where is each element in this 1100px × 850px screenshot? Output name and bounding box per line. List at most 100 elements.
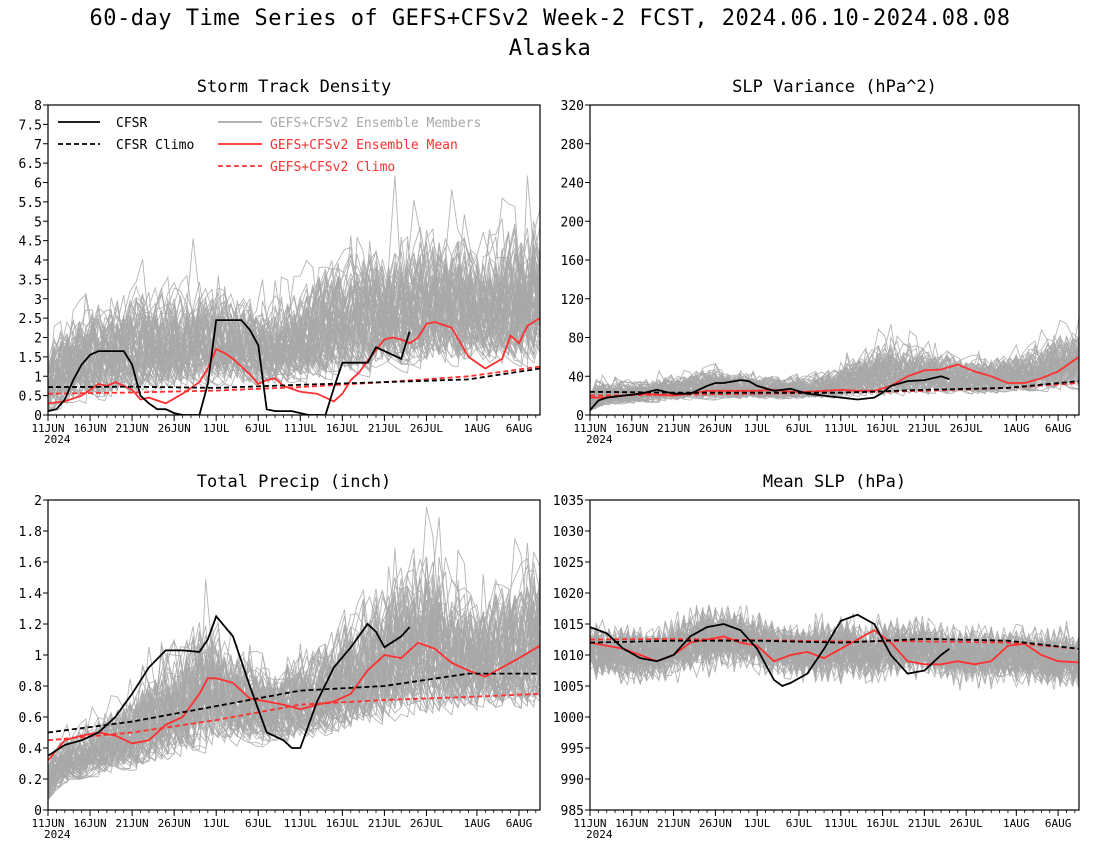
x-tick-label: 6AUG (1045, 817, 1072, 830)
figure-title: 60-day Time Series of GEFS+CFSv2 Week-2 … (89, 6, 1011, 31)
x-tick-label: 21JUL (368, 422, 401, 435)
y-tick-label: 995 (561, 742, 584, 757)
member-line (48, 583, 540, 785)
y-tick-label: 7 (34, 138, 42, 153)
x-tick-label: 6AUG (506, 817, 533, 830)
y-tick-label: 0.5 (19, 390, 42, 405)
y-tick-label: 7.5 (19, 118, 42, 133)
y-tick-label: 1.6 (19, 556, 42, 571)
member-line (590, 343, 1079, 410)
member-line (590, 614, 1079, 680)
y-tick-label: 0 (576, 409, 584, 424)
y-tick-label: 1035 (553, 494, 584, 509)
member-line (590, 618, 1079, 687)
y-tick-label: 1005 (553, 680, 584, 695)
series-line-cfsr-climo (48, 367, 540, 389)
series-line-cfsr (590, 375, 950, 411)
y-tick-label: 3 (34, 293, 42, 308)
y-tick-label: 160 (561, 254, 584, 269)
y-tick-label: 1000 (553, 711, 584, 726)
x-tick-label: 26JUL (410, 817, 443, 830)
series-line-gefs-cfsv2-ensemble-mean (48, 641, 540, 761)
x-tick-label: 21JUN (657, 817, 690, 830)
series-group (48, 317, 540, 415)
member-line (48, 209, 540, 413)
panel-title: Mean SLP (hPa) (763, 472, 906, 492)
x-tick-label: 6AUG (1045, 422, 1072, 435)
y-tick-label: 200 (561, 215, 584, 230)
x-tick-label: 26JUL (410, 422, 443, 435)
x-tick-label: 6AUG (506, 422, 533, 435)
member-line (48, 251, 540, 398)
y-tick-label: 6 (34, 177, 42, 192)
member-line (48, 564, 540, 792)
x-tick-label: 11JUL (824, 422, 857, 435)
x-tick-label: 6JUL (245, 817, 272, 830)
series-group (48, 614, 540, 761)
y-tick-label: 320 (561, 99, 584, 114)
x-tick-label: 11JUN (573, 817, 606, 830)
y-tick-label: 990 (561, 773, 584, 788)
y-tick-label: 1 (34, 649, 42, 664)
y-tick-label: 3.5 (19, 273, 42, 288)
x-tick-label: 16JUN (615, 817, 648, 830)
x-tick-label: 26JUN (699, 422, 732, 435)
ensemble-members (590, 316, 1079, 412)
member-line (590, 618, 1079, 681)
chart-panel-total-precip: Total Precip (inch) 0 0.2 0.4 0.6 0.8 1 1.2 1.4 1… (19, 472, 541, 841)
member-line (48, 254, 540, 397)
chart-panel-slp-variance: SLP Variance (hPa^2) 0 40 80 120 160 200 240 280… (561, 77, 1080, 446)
x-tick-label: 16JUN (615, 422, 648, 435)
y-tick-label: 1020 (553, 587, 584, 602)
x-tick-label: 16JUN (73, 422, 106, 435)
x-tick-label: 11JUN (31, 422, 64, 435)
member-line (48, 597, 540, 775)
x-tick-label: 26JUL (950, 422, 983, 435)
y-tick-label: 1.8 (19, 525, 42, 540)
x-tick-label: 11JUL (284, 817, 317, 830)
member-line (590, 606, 1079, 685)
panel-title: Storm Track Density (197, 77, 391, 97)
y-tick-label: 4 (34, 254, 42, 269)
chart-panel-storm-track-density: Storm Track Density 0 0.5 1 1.5 2 2.5 3 3.5 4 4.5 5… (19, 77, 541, 446)
y-tick-label: 2 (34, 332, 42, 347)
y-tick-label: 0.4 (19, 742, 43, 757)
x-year-label: 2024 (586, 433, 613, 446)
legend-cfsr-label: CFSR (116, 116, 147, 131)
y-tick-label: 120 (561, 293, 584, 308)
member-line (48, 230, 540, 394)
series-line-gefs-cfsv2-ensemble-mean (590, 356, 1079, 399)
y-tick-label: 1025 (553, 556, 584, 571)
y-tick-label: 0 (34, 409, 42, 424)
y-tick-label: 1010 (553, 649, 584, 664)
y-tick-label: 1030 (553, 525, 584, 540)
x-tick-label: 21JUN (116, 817, 149, 830)
legend-ens-mean-label: GEFS+CFSv2 Ensemble Mean (270, 138, 458, 153)
x-tick-label: 1AUG (1003, 422, 1030, 435)
series-line-cfsr-climo (590, 637, 1079, 650)
x-year-label: 2024 (586, 828, 613, 841)
series-line-cfsr (48, 614, 411, 757)
legend-members-label: GEFS+CFSv2 Ensemble Members (270, 116, 481, 131)
x-tick-label: 1JUL (203, 817, 230, 830)
series-group (590, 356, 1079, 411)
legend-gefs-climo-label: GEFS+CFSv2 Climo (270, 160, 395, 175)
x-tick-label: 1JUL (744, 817, 771, 830)
x-year-label: 2024 (44, 828, 71, 841)
x-tick-label: 16JUL (866, 422, 899, 435)
x-tick-label: 26JUN (699, 817, 732, 830)
member-line (590, 344, 1079, 402)
x-year-label: 2024 (44, 433, 71, 446)
ensemble-members (48, 175, 540, 413)
panel-title: Total Precip (inch) (197, 472, 391, 492)
series-line-gefs-cfsv2-climo (48, 692, 540, 742)
y-tick-label: 40 (568, 370, 584, 385)
x-tick-label: 11JUL (284, 422, 317, 435)
y-tick-label: 0.2 (19, 773, 42, 788)
series-group (590, 613, 1079, 688)
y-tick-label: 8 (34, 99, 42, 114)
member-line (48, 244, 540, 398)
x-tick-label: 6JUL (786, 817, 813, 830)
member-line (590, 607, 1079, 684)
